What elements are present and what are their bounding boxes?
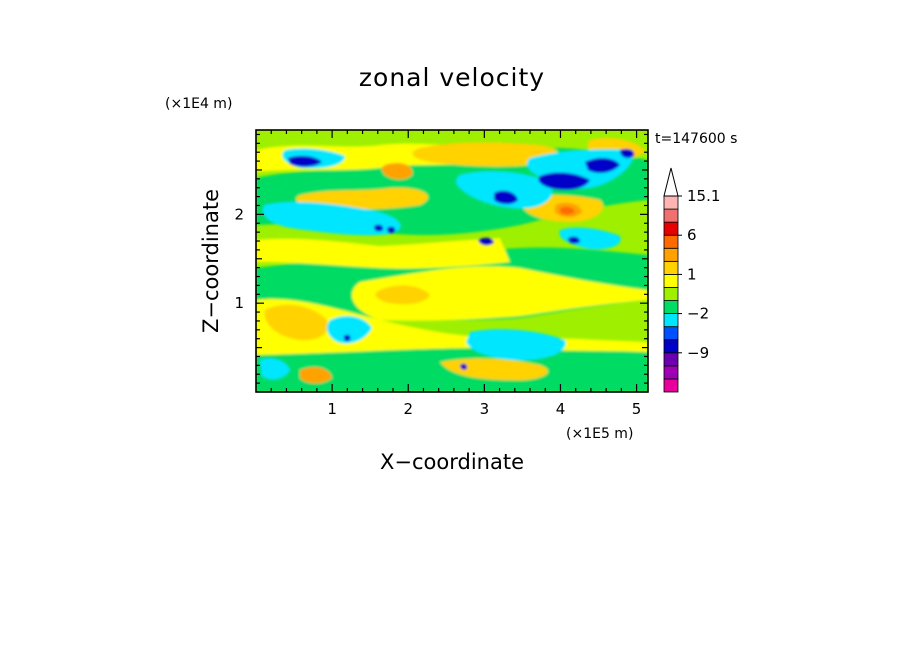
contour-band-cyan bbox=[262, 202, 401, 236]
contour-band-blue bbox=[478, 237, 494, 246]
colorbar-swatch bbox=[663, 260, 679, 275]
contour-band-blue bbox=[374, 224, 384, 232]
y-axis-ticks: 12 bbox=[234, 133, 648, 384]
colorbar-swatch bbox=[663, 339, 679, 354]
x-tick-label: 2 bbox=[403, 400, 413, 418]
x-scale-label: (×1E5 m) bbox=[566, 426, 633, 442]
x-tick-label: 1 bbox=[327, 400, 337, 418]
contour-band-blue bbox=[585, 158, 620, 173]
colorbar-swatch bbox=[663, 234, 679, 249]
y-tick-label: 1 bbox=[234, 294, 244, 312]
contour-band-orange bbox=[300, 367, 332, 384]
colorbar-swatch bbox=[663, 273, 679, 288]
contour-band-blue bbox=[387, 226, 396, 234]
colorbar-swatch bbox=[663, 208, 679, 223]
y-axis-label: Z−coordinate bbox=[199, 189, 223, 333]
colorbar-label: 15.1 bbox=[687, 187, 720, 205]
x-tick-label: 3 bbox=[480, 400, 490, 418]
colorbar-swatch bbox=[663, 326, 679, 341]
contour-band-blue bbox=[460, 363, 468, 370]
contour-band-blue bbox=[288, 155, 322, 167]
colorbar-swatch bbox=[663, 313, 679, 328]
contour-band-orange bbox=[412, 142, 559, 167]
contour-band-orange bbox=[375, 285, 430, 305]
contour-band-yellow bbox=[256, 238, 510, 269]
contour-field bbox=[256, 130, 648, 392]
colorbar-label: 6 bbox=[687, 226, 697, 244]
colorbar-label: −9 bbox=[687, 344, 709, 362]
contour-band-orange bbox=[440, 358, 549, 381]
contour-band-cyan bbox=[559, 227, 621, 250]
contour-band-blue bbox=[620, 148, 635, 158]
contour-band-blue bbox=[494, 190, 518, 205]
colorbar-label: −2 bbox=[687, 305, 709, 323]
colorbar-labels: 15.1 6 1 −2 −9 bbox=[678, 187, 720, 362]
colorbar-label: 1 bbox=[687, 265, 697, 283]
contour-band-blue bbox=[568, 236, 580, 244]
contour-band-blue bbox=[343, 334, 351, 342]
colorbar-swatch bbox=[663, 287, 679, 301]
contour-band-orange bbox=[381, 163, 413, 180]
colorbar-swatch bbox=[663, 352, 679, 367]
contour-band-cyan bbox=[260, 358, 290, 380]
chart-title: zonal velocity bbox=[359, 63, 545, 92]
x-tick-label: 4 bbox=[556, 400, 566, 418]
contour-band-blue bbox=[538, 172, 590, 190]
x-axis-ticks: 1 2 3 4 5 bbox=[270, 130, 642, 418]
colorbar bbox=[663, 167, 679, 393]
colorbar-swatch bbox=[663, 221, 679, 236]
y-scale-label: (×1E4 m) bbox=[165, 96, 232, 112]
contour-band-cyan bbox=[466, 329, 566, 360]
contour-band-orange bbox=[264, 304, 329, 341]
contour-band-orange bbox=[296, 187, 429, 210]
colorbar-swatch bbox=[663, 195, 679, 210]
y-tick-label: 2 bbox=[234, 205, 244, 223]
colorbar-swatch bbox=[663, 378, 679, 393]
x-axis-label: X−coordinate bbox=[380, 450, 524, 474]
time-label: t=147600 s bbox=[655, 131, 737, 147]
colorbar-swatch bbox=[663, 300, 679, 314]
colorbar-swatch bbox=[663, 247, 679, 262]
colorbar-extend-arrow bbox=[663, 167, 679, 197]
contour-band-yellow bbox=[351, 266, 648, 321]
plot-frame bbox=[255, 129, 649, 393]
x-tick-label: 5 bbox=[632, 400, 642, 418]
contour-band-red bbox=[560, 206, 575, 215]
contour-band-cyan bbox=[326, 315, 372, 344]
contour-band-cyan bbox=[456, 171, 553, 209]
colorbar-swatch bbox=[663, 365, 679, 380]
